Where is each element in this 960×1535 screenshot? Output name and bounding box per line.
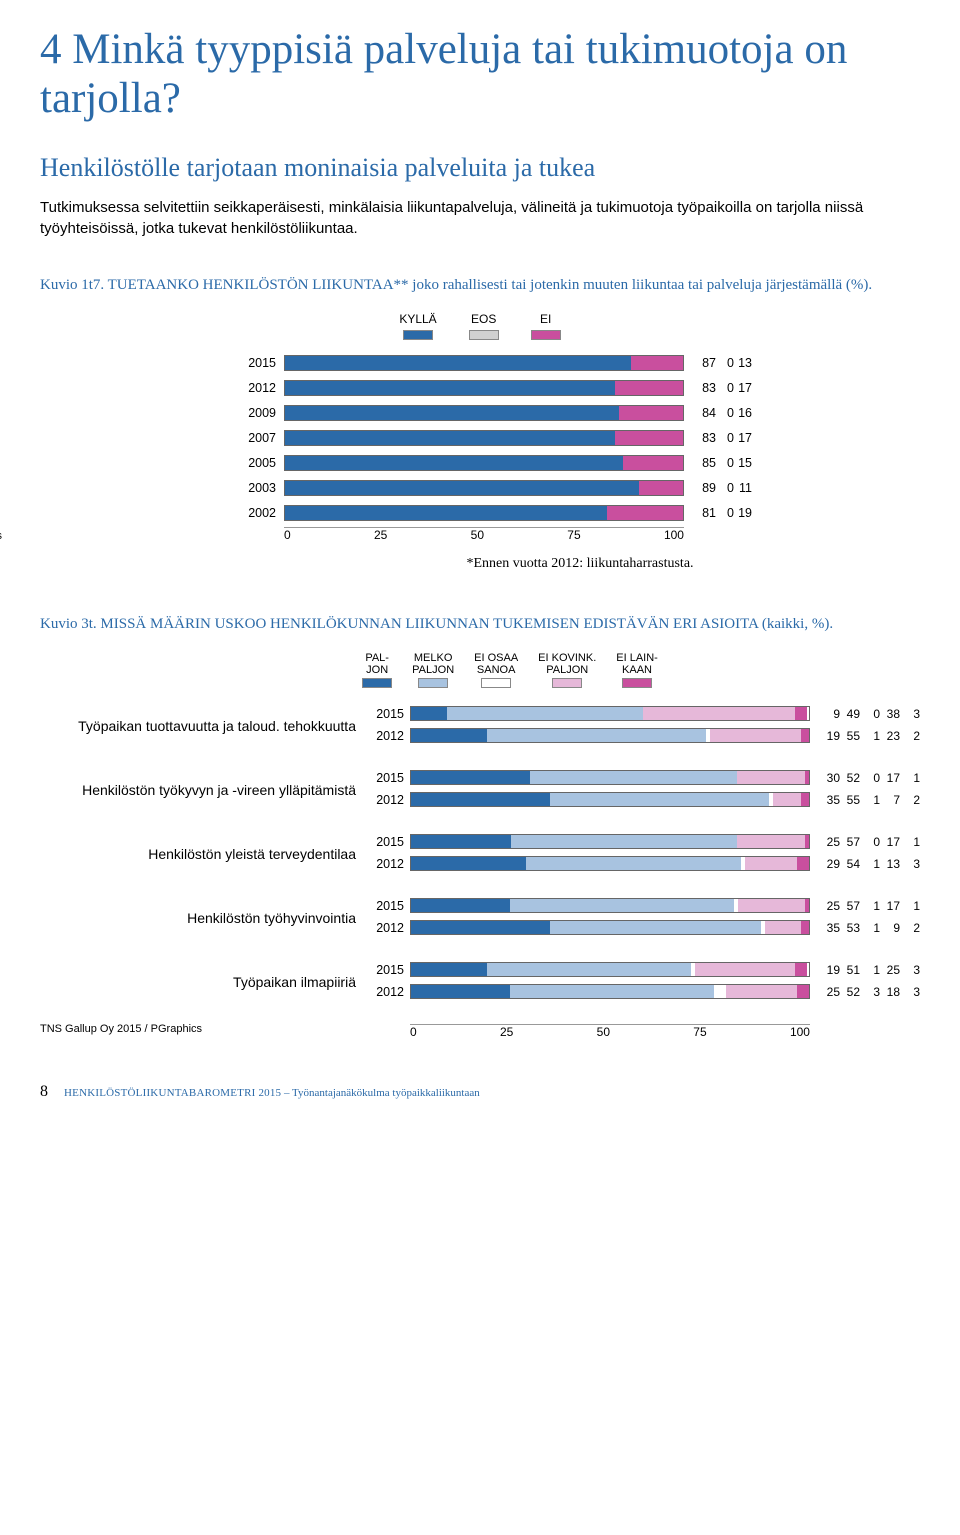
chart2-group: Työpaikan ilmapiiriä20151951125320122552… [40,960,920,1004]
chart1-source: TNS Gallup Oy 2015 / PGraphics [0,530,2,542]
chart2-legend: PAL- JON MELKO PALJON EI OSAA SANOA EI KOVI… [100,652,920,688]
legend-item: EOS [469,313,499,339]
page-number: 8 [40,1083,48,1101]
legend-item: EI OSAA SANOA [474,652,518,688]
intro-paragraph: Tutkimuksessa selvitettiin seikkaperäise… [40,197,920,239]
footer-sub: – Työnantajanäkökulma työpaikkaliikuntaa… [281,1087,480,1099]
chart1-title-rest: joko rahallisesti tai jotenkin muuten li… [409,277,873,293]
legend-item: MELKO PALJON [412,652,454,688]
chart1-legend: KYLLÄ EOS EI [40,313,920,339]
chart1-row: 200984016 [240,402,920,424]
chart1-row: 201587013 [240,352,920,374]
chart1-row: 200389011 [240,477,920,499]
chart1-bars: 201587013 201283017 200984016 200783017 2005… [240,352,920,542]
legend-item: EI [531,313,561,339]
sub-heading: Henkilöstölle tarjotaan moninaisia palve… [40,152,920,183]
chart2-group: Henkilöstön työkyvyn ja -vireen ylläpitä… [40,768,920,812]
chart2-title: Kuvio 3t. MISSÄ MÄÄRIN USKOO HENKILÖKUNN… [40,614,920,634]
chart2-title-strong: Kuvio 3t. MISSÄ MÄÄRIN USKOO HENKILÖKUNN… [40,616,758,632]
chart2-group: Työpaikan tuottavuutta ja taloud. tehokk… [40,704,920,748]
chart2-group: Henkilöstön työhyvinvointia2015255711712… [40,896,920,940]
chart1-footnote: *Ennen vuotta 2012: liikuntaharrastusta. [240,556,920,572]
page-footer: 8 HENKILÖSTÖLIIKUNTABAROMETRI 2015 – Työ… [40,1083,920,1101]
chart1-title-strong: Kuvio 1t7. TUETAANKO HENKILÖSTÖN LIIKUNT… [40,277,409,293]
chart1-row: 201283017 [240,377,920,399]
legend-item: PAL- JON [362,652,392,688]
chart2-groups: Työpaikan tuottavuutta ja taloud. tehokk… [40,704,920,1039]
chart2-title-rest: (kaikki, %). [758,616,833,632]
legend-item: EI LAIN- KAAN [616,652,658,688]
chart1-row: 200281019 [240,502,920,524]
legend-item: EI KOVINK. PALJON [538,652,596,688]
chart2-group: Henkilöstön yleistä terveydentilaa201525… [40,832,920,876]
section-heading: 4 Minkä tyyppisiä palveluja tai tukimuot… [40,25,920,124]
footer-main: HENKILÖSTÖLIIKUNTABAROMETRI 2015 [64,1087,281,1099]
chart1-row: 200783017 [240,427,920,449]
chart1-row: 200585015 [240,452,920,474]
chart1-title: Kuvio 1t7. TUETAANKO HENKILÖSTÖN LIIKUNT… [40,275,920,295]
legend-item: KYLLÄ [399,313,436,339]
